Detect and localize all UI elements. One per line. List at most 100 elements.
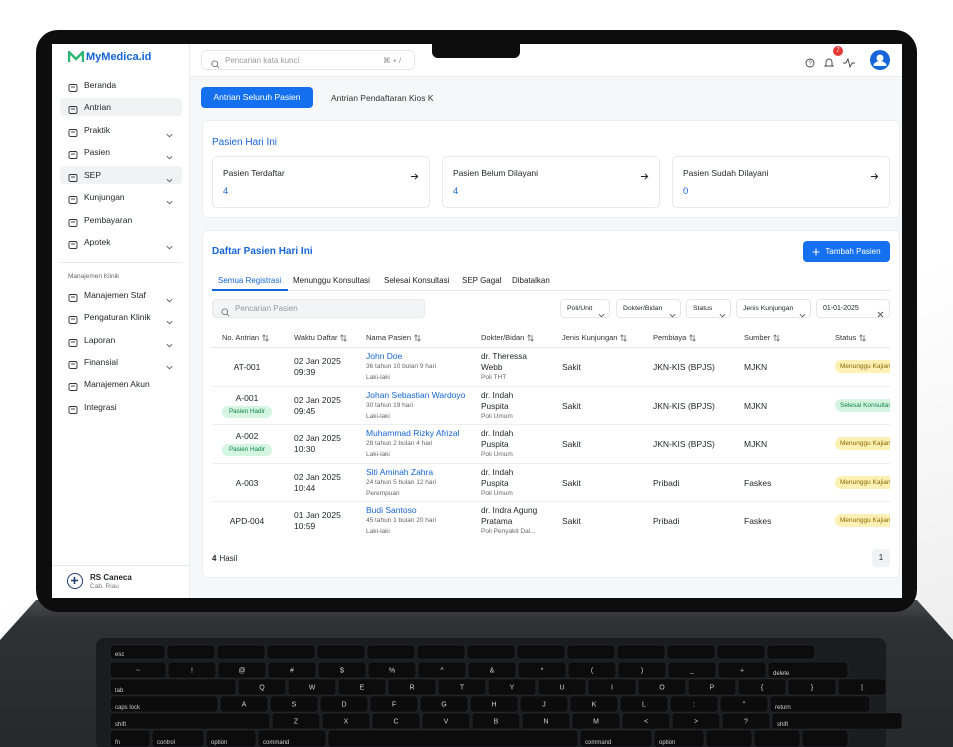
key — [109, 644, 166, 660]
icon-shape — [689, 333, 697, 342]
icon-shape — [166, 343, 173, 348]
key — [151, 729, 205, 747]
patient-sex: Perempuan — [366, 489, 400, 497]
tab-active[interactable]: Antrian Seluruh Pasien — [201, 87, 313, 108]
icon-shape — [166, 365, 173, 370]
key-label: ( — [591, 668, 594, 675]
icon-shape — [877, 311, 884, 318]
nav-item[interactable]: Apotek — [60, 233, 182, 251]
column-label: Nama Pasien — [366, 333, 412, 342]
column-header[interactable]: Jenis Kunjungan — [562, 333, 628, 342]
key — [166, 644, 216, 660]
icon-shape — [859, 333, 867, 342]
key-label: option — [659, 740, 675, 746]
bell-icon[interactable] — [823, 55, 835, 73]
nav-item[interactable]: Manajemen Staf — [60, 286, 182, 304]
key — [416, 644, 466, 660]
icon-shape — [68, 294, 78, 302]
nav-item[interactable]: SEP — [60, 165, 182, 184]
help-icon[interactable]: ? — [805, 55, 815, 73]
patient-name[interactable]: Muhammad Rizky Afrizal — [366, 428, 460, 438]
patient-sex: Laki-laki — [366, 451, 390, 458]
key — [269, 695, 319, 713]
column-header[interactable]: Nama Pasien — [366, 333, 421, 342]
nav-item[interactable]: Beranda — [60, 76, 182, 94]
column-header[interactable]: Waktu Daftar — [294, 333, 348, 342]
nav-icon — [68, 192, 78, 210]
subtab[interactable]: Dibatalkan — [512, 276, 550, 285]
key — [327, 729, 579, 747]
nav-item[interactable]: Manajemen Akun — [60, 375, 182, 393]
nav-chevron — [166, 193, 173, 211]
filter-dropdown[interactable]: Jenis Kunjungan — [736, 299, 811, 318]
nav-item[interactable]: Antrian — [60, 98, 182, 117]
avatar[interactable] — [870, 50, 890, 70]
nav-chevron — [166, 291, 173, 309]
icon-shape — [68, 84, 78, 92]
stat-card[interactable]: Pasien Terdaftar 4 — [212, 156, 430, 208]
nav-item[interactable]: Praktik — [60, 121, 182, 139]
column-header[interactable]: Dokter/Bidan — [481, 333, 535, 342]
subtab[interactable]: Menunggu Konsultasi — [293, 276, 370, 285]
patient-name[interactable]: Budi Santoso — [366, 505, 417, 515]
nav-item[interactable]: Finansial — [60, 353, 182, 371]
nav-item[interactable]: Kunjungan — [60, 188, 182, 206]
patient-name[interactable]: Johan Sebastian Wardoyo — [366, 389, 466, 400]
filter-dropdown[interactable]: Dokter/Bidan — [616, 299, 681, 318]
list-search[interactable]: Pencarian Pasien — [212, 299, 425, 318]
date-filter[interactable]: 01-01-2025 — [816, 299, 890, 318]
search-placeholder: Pencarian kata kunci — [225, 56, 300, 65]
key — [619, 695, 669, 713]
icon-shape — [843, 57, 855, 69]
icon-shape — [340, 333, 348, 342]
add-button[interactable]: Tambah Pasien — [803, 241, 890, 262]
key — [337, 678, 387, 696]
icon-shape — [221, 308, 229, 316]
filter-chevron — [799, 306, 806, 324]
column-header[interactable]: Status — [835, 333, 867, 342]
column-header[interactable]: Sumber — [744, 333, 781, 342]
register-date: 02 Jan 2025 — [294, 356, 341, 366]
org-icon — [67, 573, 83, 589]
filter-dropdown[interactable]: Poli/Unit — [560, 299, 610, 318]
key-label: C — [393, 719, 398, 726]
subtab[interactable]: Semua Registrasi — [218, 276, 282, 285]
stat-card[interactable]: Pasien Sudah Dilayani 0 — [672, 156, 890, 208]
nav-item[interactable]: Pembayaran — [60, 211, 182, 229]
key-label: V — [444, 719, 449, 726]
nav-item[interactable]: Integrasi — [60, 398, 182, 416]
column-header[interactable]: Pembiaya — [653, 333, 697, 342]
key-label: I — [611, 685, 613, 692]
nav-item[interactable]: Laporan — [60, 331, 182, 349]
patient-name[interactable]: John Doe — [366, 351, 403, 361]
page-button[interactable]: 1 — [872, 549, 890, 567]
nav-item[interactable]: Pengaturan Klinik — [60, 308, 182, 326]
search-icon — [211, 56, 220, 74]
filter-dropdown[interactable]: Status — [686, 299, 731, 318]
key — [109, 712, 271, 730]
patient-name[interactable]: Siti Aminah Zahra — [366, 466, 434, 477]
column-header[interactable]: No. Antrian — [222, 333, 269, 342]
register-time: 10:44 — [294, 482, 316, 493]
key-label: S — [292, 702, 297, 709]
key — [421, 712, 471, 730]
nav-item[interactable]: Pasien — [60, 143, 182, 161]
key — [317, 661, 367, 679]
column-label: Sumber — [744, 333, 771, 342]
key — [616, 644, 666, 660]
key — [721, 712, 771, 730]
key — [567, 661, 617, 679]
result-number: 4 — [212, 554, 217, 563]
icon-shape — [166, 365, 173, 370]
search-box[interactable]: Pencarian kata kunci ⌘ + / — [201, 50, 415, 70]
stat-card[interactable]: Pasien Belum Dilayani 4 — [442, 156, 660, 208]
subtab[interactable]: SEP Gagal — [462, 276, 502, 285]
tab[interactable]: Antrian Pendaftaran Kios K — [331, 93, 434, 103]
date-clear[interactable] — [877, 305, 884, 323]
key-label: Y — [510, 685, 515, 692]
key — [579, 729, 653, 747]
subtab[interactable]: Selesai Konsultasi — [384, 276, 450, 285]
queue-number: A-003 — [235, 477, 259, 488]
icon-shape — [823, 58, 835, 67]
key-label: { — [761, 685, 764, 692]
